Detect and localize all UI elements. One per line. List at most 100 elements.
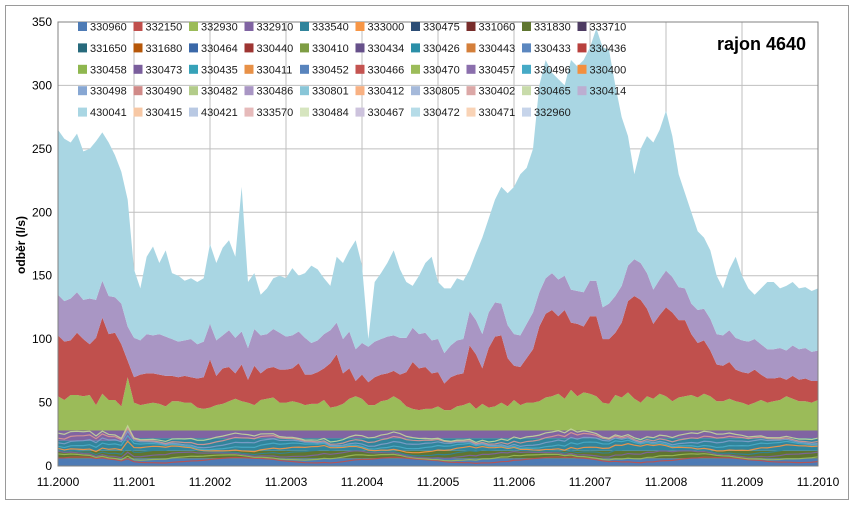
thin-series-line bbox=[57, 434, 819, 451]
legend-label: 330473 bbox=[146, 64, 183, 76]
area-band-6 bbox=[58, 259, 818, 384]
x-tick-label: 11.2007 bbox=[569, 475, 612, 489]
y-tick-label: 0 bbox=[45, 459, 52, 473]
x-tick-label: 11.2003 bbox=[265, 475, 308, 489]
legend-swatch bbox=[355, 64, 365, 74]
y-tick-label: 150 bbox=[32, 269, 52, 283]
legend-swatch bbox=[189, 43, 198, 53]
legend-label: 330484 bbox=[312, 107, 349, 119]
legend-swatch bbox=[78, 64, 87, 74]
legend-swatch bbox=[244, 22, 254, 31]
legend-label: 330452 bbox=[312, 64, 349, 76]
legend-swatch bbox=[466, 107, 476, 117]
x-tick-label: 11.2005 bbox=[417, 475, 460, 489]
x-tick-label: 11.2001 bbox=[113, 475, 156, 489]
y-tick-label: 350 bbox=[32, 15, 52, 29]
legend-label: 333710 bbox=[590, 22, 627, 34]
y-tick-label: 300 bbox=[32, 78, 52, 92]
legend-swatch bbox=[300, 86, 309, 96]
legend-swatch bbox=[522, 107, 531, 117]
area-band-7 bbox=[58, 28, 818, 354]
legend-swatch bbox=[355, 43, 365, 53]
x-tick-label: 11.2006 bbox=[493, 475, 536, 489]
legend-label: 330433 bbox=[534, 43, 571, 55]
legend-swatch bbox=[522, 86, 531, 96]
legend-label: 330457 bbox=[479, 64, 516, 76]
area-series bbox=[57, 28, 819, 466]
legend-swatch bbox=[466, 43, 476, 53]
x-tick-label: 11.2004 bbox=[341, 475, 384, 489]
legend-swatch bbox=[133, 107, 143, 117]
legend-swatch bbox=[189, 86, 198, 96]
chart-title: rajon 4640 bbox=[717, 34, 806, 54]
legend-swatch bbox=[300, 64, 309, 74]
legend-label: 330475 bbox=[423, 22, 460, 34]
legend-swatch bbox=[300, 22, 309, 31]
legend-label: 330411 bbox=[257, 64, 293, 76]
area-band-3 bbox=[58, 430, 818, 441]
legend-label: 333000 bbox=[368, 22, 405, 34]
legend-label: 330402 bbox=[479, 86, 516, 98]
legend-label: 332150 bbox=[146, 22, 183, 34]
legend-label: 330490 bbox=[146, 86, 183, 98]
legend-label: 330472 bbox=[423, 107, 460, 119]
y-axis-ticks: 0 50 100 150 200 250 300 350 bbox=[32, 15, 52, 473]
legend-swatch bbox=[244, 43, 254, 53]
thin-series-line bbox=[57, 424, 819, 444]
legend-swatch bbox=[466, 86, 476, 96]
legend-swatch bbox=[355, 86, 365, 96]
legend-label: 331830 bbox=[534, 22, 571, 34]
legend-label: 330470 bbox=[423, 64, 460, 76]
x-tick-label: 11.2009 bbox=[721, 475, 764, 489]
legend-swatch bbox=[78, 22, 87, 31]
thin-series-line bbox=[57, 430, 819, 449]
legend-label: 330415 bbox=[146, 107, 183, 119]
legend-label: 330410 bbox=[312, 43, 349, 55]
legend-swatch bbox=[355, 107, 365, 117]
legend-swatch bbox=[133, 22, 143, 31]
legend-label: 331680 bbox=[146, 43, 183, 55]
legend-swatch bbox=[577, 64, 587, 74]
legend-label: 330458 bbox=[90, 64, 127, 76]
legend-swatch bbox=[411, 86, 420, 96]
legend-label: 330414 bbox=[590, 86, 627, 98]
legend-swatch bbox=[466, 22, 476, 31]
legend-swatch bbox=[300, 107, 309, 117]
thin-series-line bbox=[57, 459, 818, 466]
legend-swatch bbox=[244, 64, 254, 74]
thin-series-line bbox=[57, 446, 819, 457]
legend-label: 330412 bbox=[368, 86, 405, 98]
legend-label: 330466 bbox=[368, 64, 405, 76]
legend-label: 330805 bbox=[423, 86, 460, 98]
legend-label: 430041 bbox=[90, 107, 127, 119]
legend-swatch bbox=[78, 43, 87, 53]
legend-swatch bbox=[466, 64, 476, 74]
legend-label: 331650 bbox=[90, 43, 127, 55]
legend-label: 430421 bbox=[201, 107, 238, 119]
legend-swatch bbox=[522, 64, 531, 74]
legend-label: 330435 bbox=[201, 64, 238, 76]
legend-label: 330498 bbox=[90, 86, 127, 98]
legend-swatch bbox=[522, 22, 531, 31]
legend-label: 333570 bbox=[257, 107, 294, 119]
legend-label: 330400 bbox=[590, 64, 627, 76]
legend-label: 330443 bbox=[479, 43, 516, 55]
legend-swatch bbox=[189, 107, 198, 117]
x-tick-label: 11.2000 bbox=[37, 475, 80, 489]
legend-swatch bbox=[577, 22, 587, 31]
legend-swatch bbox=[522, 43, 531, 53]
legend-label: 330426 bbox=[423, 43, 460, 55]
legend-label: 330434 bbox=[368, 43, 405, 55]
legend-label: 332960 bbox=[534, 107, 571, 119]
legend-swatch bbox=[577, 43, 587, 53]
plot-border bbox=[57, 21, 819, 467]
legend-swatch bbox=[411, 107, 420, 117]
legend: 330960 332150 332930 332910 333540 333000 3304… bbox=[78, 22, 627, 119]
legend-swatch bbox=[577, 86, 587, 96]
legend-swatch bbox=[411, 64, 420, 74]
x-tick-label: 11.2002 bbox=[189, 475, 232, 489]
legend-label: 330471 bbox=[479, 107, 516, 119]
legend-swatch bbox=[411, 43, 420, 53]
legend-label: 330467 bbox=[368, 107, 405, 119]
